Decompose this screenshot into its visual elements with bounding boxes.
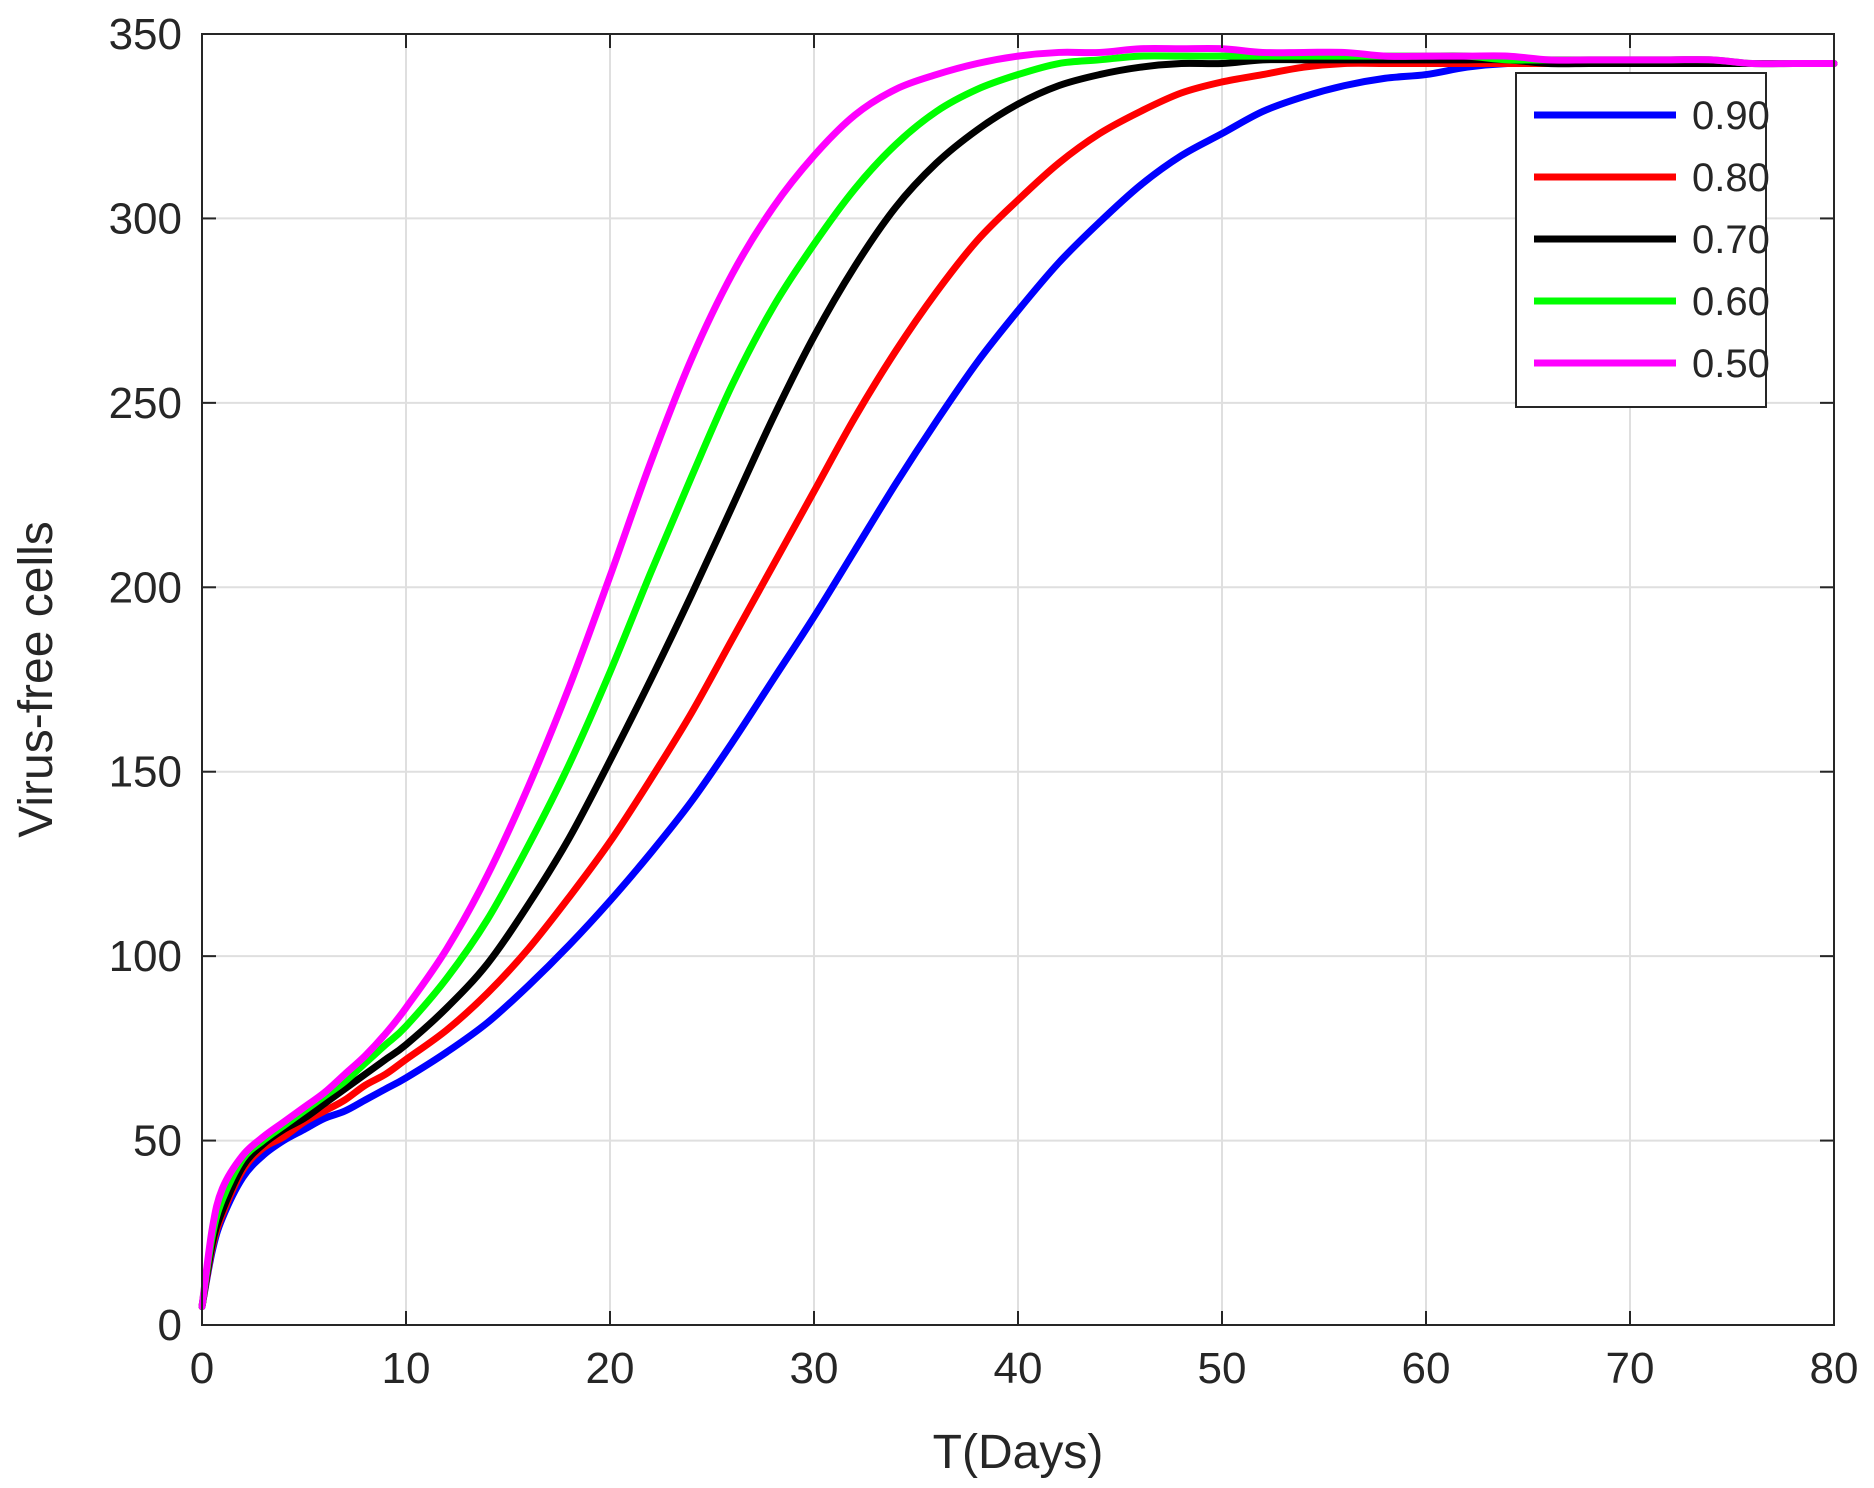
y-axis-title: Virus-free cells bbox=[10, 521, 63, 838]
series-line-0.60 bbox=[198, 52, 1838, 1311]
data-series bbox=[198, 44, 1838, 1311]
x-tick-label: 40 bbox=[994, 1344, 1043, 1393]
y-tick-label: 250 bbox=[109, 379, 182, 428]
x-tick-label: 30 bbox=[790, 1344, 839, 1393]
legend-label: 0.60 bbox=[1692, 280, 1770, 324]
y-tick-label: 0 bbox=[158, 1301, 182, 1350]
legend-label: 0.50 bbox=[1692, 342, 1770, 386]
x-tick-label: 70 bbox=[1606, 1344, 1655, 1393]
axis-ticks: 0 10 20 30 40 50 60 70 80 0 50 100 150 200 250 300 350 bbox=[109, 10, 1859, 1393]
legend-label: 0.70 bbox=[1692, 218, 1770, 262]
y-tick-label: 300 bbox=[109, 194, 182, 243]
y-tick-label: 200 bbox=[109, 563, 182, 612]
x-tick-label: 20 bbox=[586, 1344, 635, 1393]
x-axis-title: T(Days) bbox=[933, 1426, 1104, 1479]
y-tick-label: 50 bbox=[133, 1117, 182, 1166]
legend-label: 0.80 bbox=[1692, 156, 1770, 200]
series-line-0.80 bbox=[198, 59, 1838, 1311]
series-line-0.50 bbox=[198, 44, 1838, 1311]
y-tick-label: 150 bbox=[109, 748, 182, 797]
y-tick-label: 100 bbox=[109, 932, 182, 981]
legend-label: 0.90 bbox=[1692, 94, 1770, 138]
x-tick-label: 50 bbox=[1198, 1344, 1247, 1393]
x-tick-label: 0 bbox=[190, 1344, 214, 1393]
x-tick-label: 10 bbox=[382, 1344, 431, 1393]
legend: 0.90 0.80 0.70 0.60 0.50 bbox=[1515, 72, 1770, 408]
x-tick-label: 80 bbox=[1810, 1344, 1859, 1393]
y-tick-label: 350 bbox=[109, 10, 182, 59]
x-tick-label: 60 bbox=[1402, 1344, 1451, 1393]
